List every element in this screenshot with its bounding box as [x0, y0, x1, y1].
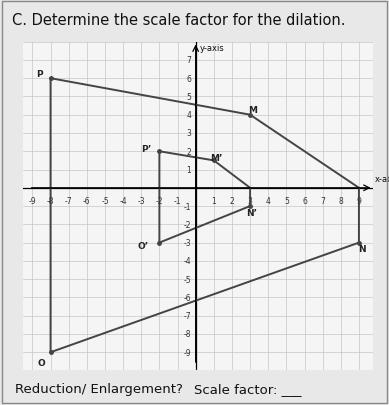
- Text: -3: -3: [184, 239, 191, 247]
- Text: 2: 2: [230, 196, 234, 205]
- Text: P’: P’: [141, 145, 151, 153]
- Text: 1: 1: [212, 196, 216, 205]
- Text: O’: O’: [137, 241, 149, 250]
- Text: 7: 7: [320, 196, 325, 205]
- Text: -7: -7: [184, 311, 191, 320]
- Text: M’: M’: [210, 154, 223, 163]
- Text: Reduction/ Enlargement?: Reduction/ Enlargement?: [15, 382, 183, 395]
- Text: N’: N’: [246, 209, 258, 217]
- Text: Scale factor: ___: Scale factor: ___: [194, 382, 302, 395]
- Text: 3: 3: [186, 129, 191, 138]
- Text: -2: -2: [184, 220, 191, 229]
- Text: 3: 3: [248, 196, 252, 205]
- Text: 5: 5: [186, 93, 191, 102]
- Text: -9: -9: [29, 196, 36, 205]
- Text: -4: -4: [119, 196, 127, 205]
- Text: 4: 4: [266, 196, 271, 205]
- Text: -8: -8: [184, 330, 191, 339]
- Text: C. Determine the scale factor for the dilation.: C. Determine the scale factor for the di…: [12, 13, 345, 28]
- Text: -3: -3: [137, 196, 145, 205]
- Text: -1: -1: [174, 196, 181, 205]
- Text: -4: -4: [184, 257, 191, 266]
- Text: -7: -7: [65, 196, 72, 205]
- Text: -6: -6: [184, 293, 191, 302]
- Text: -6: -6: [83, 196, 91, 205]
- Text: 6: 6: [302, 196, 307, 205]
- Text: 9: 9: [356, 196, 361, 205]
- Text: M: M: [248, 105, 257, 115]
- Text: -9: -9: [184, 348, 191, 357]
- Text: P: P: [36, 70, 43, 79]
- Text: 8: 8: [338, 196, 343, 205]
- Text: 1: 1: [186, 166, 191, 175]
- Text: 6: 6: [186, 75, 191, 83]
- Text: N: N: [358, 245, 365, 254]
- Text: 5: 5: [284, 196, 289, 205]
- Text: -2: -2: [156, 196, 163, 205]
- Text: -5: -5: [101, 196, 109, 205]
- Text: 2: 2: [186, 147, 191, 156]
- Text: 4: 4: [186, 111, 191, 120]
- Text: 7: 7: [186, 56, 191, 65]
- Text: O: O: [38, 358, 46, 367]
- Text: -8: -8: [47, 196, 54, 205]
- Text: -1: -1: [184, 202, 191, 211]
- Text: x-axis: x-axis: [374, 175, 389, 184]
- Text: -5: -5: [184, 275, 191, 284]
- Text: y-axis: y-axis: [199, 44, 224, 53]
